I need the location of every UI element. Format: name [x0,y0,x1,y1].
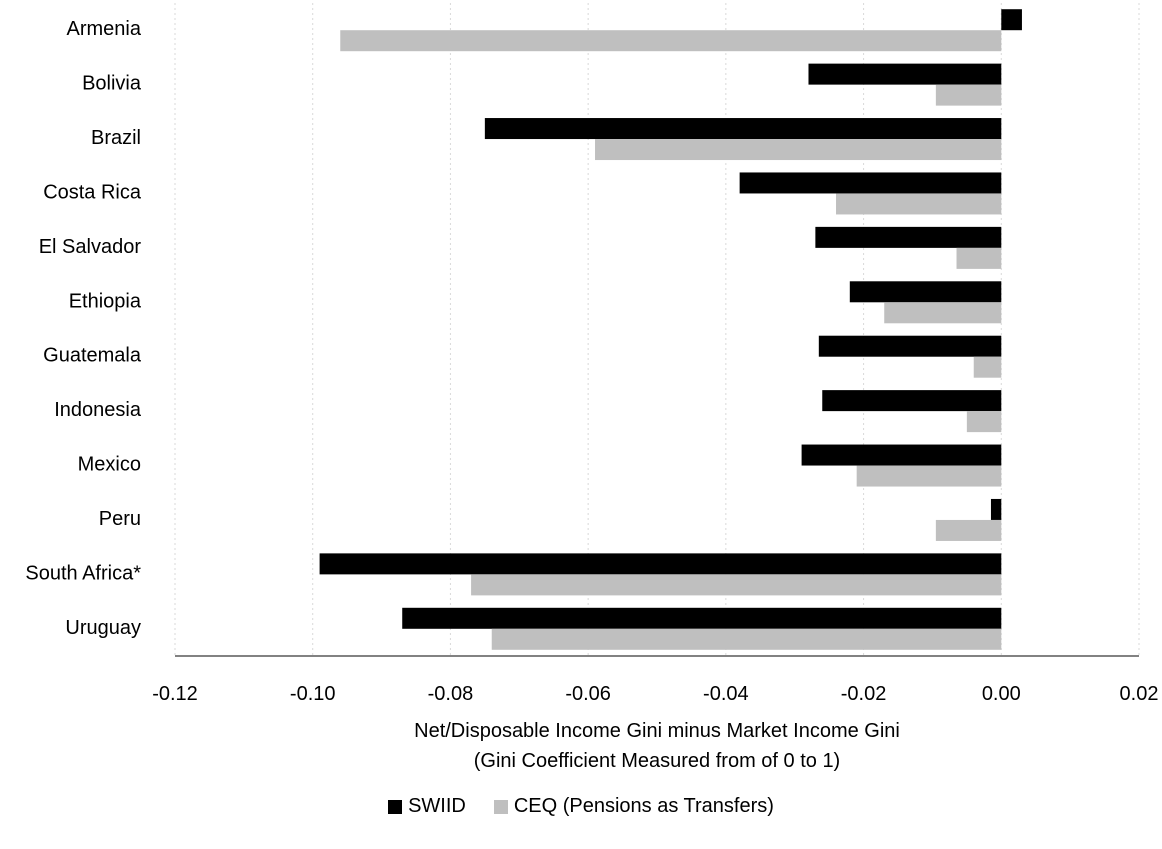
category-label: Peru [99,508,141,530]
x-tick-label: 0.00 [982,683,1021,705]
category-label: Bolivia [82,73,142,95]
bar-swiid [822,390,1002,412]
bar-swiid [990,498,1002,520]
legend-item-ceq: CEQ (Pensions as Transfers) [493,795,774,818]
category-label: Indonesia [54,399,142,421]
bar-swiid [815,226,1002,248]
x-axis-title: Net/Disposable Income Gini minus Market … [175,716,1139,776]
bar-ceq [836,193,1002,215]
x-tick-label: -0.12 [152,683,198,705]
bar-swiid [801,444,1002,466]
legend-label-ceq: CEQ (Pensions as Transfers) [513,795,774,817]
x-tick-label: -0.04 [703,683,749,705]
bars [319,9,1022,650]
x-tick-label: 0.02 [1120,683,1159,705]
bar-ceq [973,356,1002,378]
bar-ceq [966,411,1002,433]
x-tick-label: -0.08 [428,683,474,705]
bar-swiid [402,607,1002,629]
x-tick-label: -0.06 [565,683,611,705]
category-labels: Armenia Bolivia Brazil Costa Rica El Salvado… [25,18,142,639]
category-label: Uruguay [65,617,141,639]
category-label: Ethiopia [69,290,142,312]
category-label: South Africa* [25,562,141,584]
category-label: Brazil [91,127,141,149]
bar-ceq [935,519,1002,541]
bar-ceq [595,139,1002,161]
legend-item-swiid: SWIID [388,795,466,818]
legend: SWIID CEQ (Pensions as Transfers) [0,795,1162,818]
bar-ceq [340,30,1002,52]
x-tick-labels: -0.12 -0.10 -0.08 -0.06 -0.04 -0.02 0.00 0.02 [152,683,1158,705]
bar-swiid [484,118,1002,140]
bar-ceq [491,628,1002,650]
bar-swiid [818,335,1002,357]
bar-swiid [319,553,1002,575]
bar-swiid [1001,9,1022,31]
category-label: Mexico [78,454,141,476]
bar-swiid [808,63,1002,85]
category-label: Costa Rica [43,181,142,203]
category-label: El Salvador [39,236,142,258]
gridlines [174,3,1140,656]
x-axis-title-line1: Net/Disposable Income Gini minus Market … [414,720,900,742]
bar-ceq [884,302,1002,324]
bar-swiid [849,281,1002,303]
bar-ceq [856,465,1002,487]
x-tick-label: -0.02 [841,683,887,705]
legend-swatch-ceq [493,799,508,814]
category-label: Armenia [67,18,142,40]
x-axis-title-line2: (Gini Coefficient Measured from of 0 to … [473,750,841,772]
legend-label-swiid: SWIID [408,795,466,817]
legend-swatch-swiid [388,799,403,814]
bar-ceq [935,84,1002,106]
x-tick-label: -0.10 [290,683,336,705]
bar-ceq [956,247,1002,269]
category-label: Guatemala [43,345,142,367]
bar-swiid [739,172,1002,194]
bar-ceq [471,574,1002,596]
